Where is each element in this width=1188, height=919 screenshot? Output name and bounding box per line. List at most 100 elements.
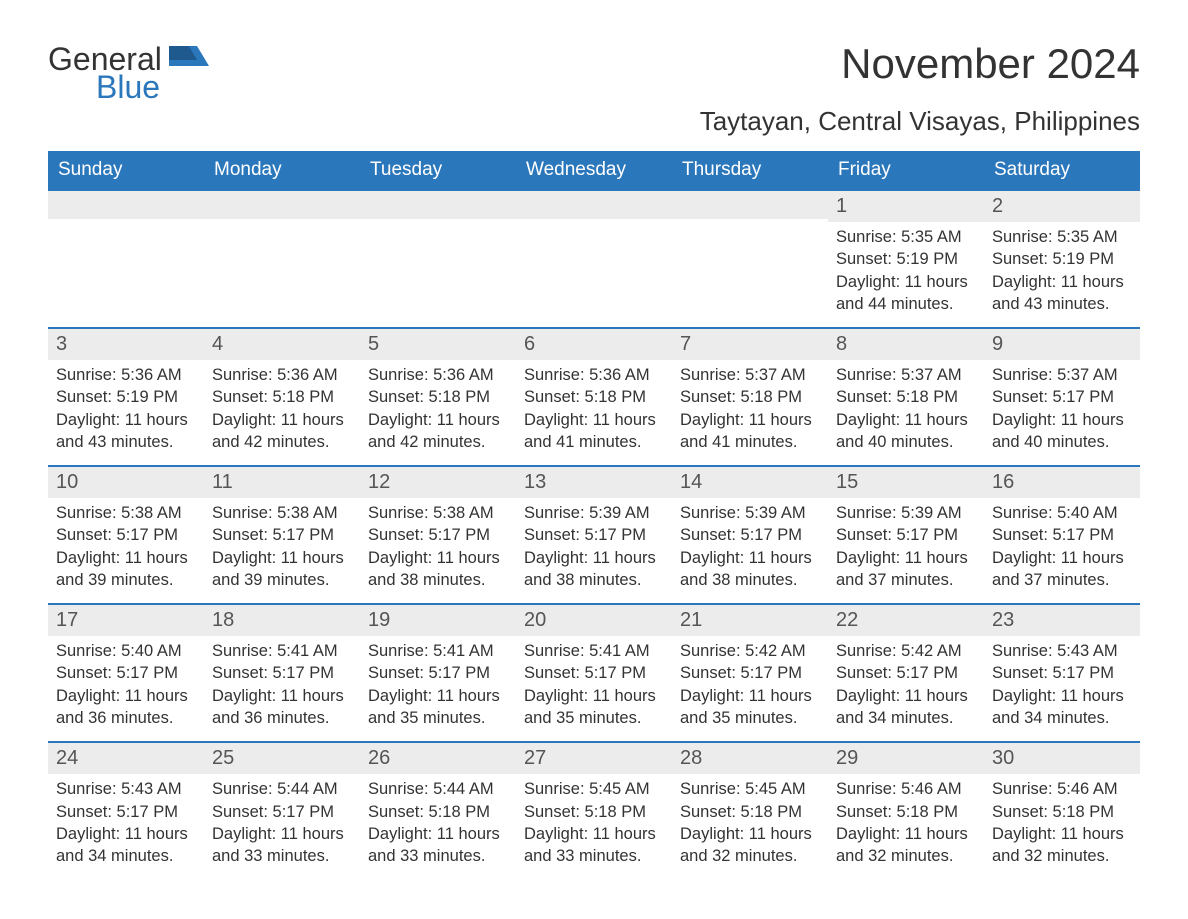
day-cell (204, 189, 360, 327)
sunset-text: Sunset: 5:17 PM (368, 662, 508, 684)
day-body: Sunrise: 5:41 AMSunset: 5:17 PMDaylight:… (516, 636, 672, 741)
day-cell: 30Sunrise: 5:46 AMSunset: 5:18 PMDayligh… (984, 741, 1140, 879)
day-number: 30 (984, 741, 1140, 774)
sunrise-text: Sunrise: 5:46 AM (992, 778, 1132, 800)
sunset-text: Sunset: 5:17 PM (836, 524, 976, 546)
daylight-text: Daylight: 11 hours and 39 minutes. (56, 547, 196, 592)
sunset-text: Sunset: 5:17 PM (56, 524, 196, 546)
sunrise-text: Sunrise: 5:38 AM (56, 502, 196, 524)
daylight-text: Daylight: 11 hours and 42 minutes. (212, 409, 352, 454)
sunset-text: Sunset: 5:17 PM (56, 801, 196, 823)
daylight-text: Daylight: 11 hours and 38 minutes. (524, 547, 664, 592)
day-number: 9 (984, 327, 1140, 360)
sunrise-text: Sunrise: 5:39 AM (680, 502, 820, 524)
day-body: Sunrise: 5:37 AMSunset: 5:18 PMDaylight:… (672, 360, 828, 465)
day-cell: 9Sunrise: 5:37 AMSunset: 5:17 PMDaylight… (984, 327, 1140, 465)
sunset-text: Sunset: 5:17 PM (524, 524, 664, 546)
day-cell: 11Sunrise: 5:38 AMSunset: 5:17 PMDayligh… (204, 465, 360, 603)
daylight-text: Daylight: 11 hours and 34 minutes. (56, 823, 196, 868)
day-cell: 5 Sunrise: 5:36 AMSunset: 5:18 PMDaylight… (360, 327, 516, 465)
daylight-text: Daylight: 11 hours and 34 minutes. (836, 685, 976, 730)
sunset-text: Sunset: 5:17 PM (56, 662, 196, 684)
day-cell (360, 189, 516, 327)
day-body: Sunrise: 5:35 AMSunset: 5:19 PMDaylight:… (828, 222, 984, 327)
sunset-text: Sunset: 5:17 PM (212, 801, 352, 823)
sunrise-text: Sunrise: 5:41 AM (212, 640, 352, 662)
sunrise-text: Sunrise: 5:36 AM (368, 364, 508, 386)
sunrise-text: Sunrise: 5:38 AM (368, 502, 508, 524)
daylight-text: Daylight: 11 hours and 33 minutes. (368, 823, 508, 868)
day-number: 5 (360, 327, 516, 360)
day-number (516, 189, 672, 219)
sunset-text: Sunset: 5:17 PM (368, 524, 508, 546)
day-cell: 20Sunrise: 5:41 AMSunset: 5:17 PMDayligh… (516, 603, 672, 741)
daylight-text: Daylight: 11 hours and 40 minutes. (992, 409, 1132, 454)
daylight-text: Daylight: 11 hours and 42 minutes. (368, 409, 508, 454)
daylight-text: Daylight: 11 hours and 35 minutes. (368, 685, 508, 730)
daylight-text: Daylight: 11 hours and 33 minutes. (212, 823, 352, 868)
sunset-text: Sunset: 5:17 PM (992, 662, 1132, 684)
daylight-text: Daylight: 11 hours and 38 minutes. (680, 547, 820, 592)
day-number: 26 (360, 741, 516, 774)
sunrise-text: Sunrise: 5:42 AM (836, 640, 976, 662)
day-body: Sunrise: 5:39 AMSunset: 5:17 PMDaylight:… (516, 498, 672, 603)
day-body: Sunrise: 5:42 AMSunset: 5:17 PMDaylight:… (672, 636, 828, 741)
day-number: 6 (516, 327, 672, 360)
day-body: Sunrise: 5:41 AMSunset: 5:17 PMDaylight:… (360, 636, 516, 741)
sunrise-text: Sunrise: 5:40 AM (992, 502, 1132, 524)
daylight-text: Daylight: 11 hours and 38 minutes. (368, 547, 508, 592)
day-number: 21 (672, 603, 828, 636)
day-number: 3 (48, 327, 204, 360)
daylight-text: Daylight: 11 hours and 40 minutes. (836, 409, 976, 454)
day-body: Sunrise: 5:43 AMSunset: 5:17 PMDaylight:… (984, 636, 1140, 741)
title-block: November 2024 Taytayan, Central Visayas,… (700, 40, 1140, 137)
day-cell: 17Sunrise: 5:40 AMSunset: 5:17 PMDayligh… (48, 603, 204, 741)
day-cell: 4Sunrise: 5:36 AMSunset: 5:18 PMDaylight… (204, 327, 360, 465)
day-body: Sunrise: 5:36 AMSunset: 5:18 PMDaylight:… (516, 360, 672, 465)
day-header: Sunday (48, 151, 204, 189)
sunrise-text: Sunrise: 5:42 AM (680, 640, 820, 662)
sunset-text: Sunset: 5:18 PM (836, 801, 976, 823)
day-cell: 28Sunrise: 5:45 AMSunset: 5:18 PMDayligh… (672, 741, 828, 879)
daylight-text: Daylight: 11 hours and 39 minutes. (212, 547, 352, 592)
day-number: 16 (984, 465, 1140, 498)
weeks-container: 1Sunrise: 5:35 AMSunset: 5:19 PMDaylight… (48, 189, 1140, 879)
day-cell: 22Sunrise: 5:42 AMSunset: 5:17 PMDayligh… (828, 603, 984, 741)
day-number: 28 (672, 741, 828, 774)
sunrise-text: Sunrise: 5:45 AM (680, 778, 820, 800)
sunrise-text: Sunrise: 5:38 AM (212, 502, 352, 524)
day-number: 27 (516, 741, 672, 774)
sunset-text: Sunset: 5:18 PM (836, 386, 976, 408)
sunset-text: Sunset: 5:18 PM (368, 386, 508, 408)
sunset-text: Sunset: 5:19 PM (992, 248, 1132, 270)
sunset-text: Sunset: 5:17 PM (680, 524, 820, 546)
sunset-text: Sunset: 5:19 PM (836, 248, 976, 270)
day-cell: 25Sunrise: 5:44 AMSunset: 5:17 PMDayligh… (204, 741, 360, 879)
month-title: November 2024 (700, 40, 1140, 88)
daylight-text: Daylight: 11 hours and 33 minutes. (524, 823, 664, 868)
day-body: Sunrise: 5:42 AMSunset: 5:17 PMDaylight:… (828, 636, 984, 741)
day-cell: 24Sunrise: 5:43 AMSunset: 5:17 PMDayligh… (48, 741, 204, 879)
header: General Blue November 2024 Taytayan, Cen… (48, 40, 1140, 137)
day-number: 1 (828, 189, 984, 222)
day-body: Sunrise: 5:36 AMSunset: 5:19 PMDaylight:… (48, 360, 204, 465)
sunrise-text: Sunrise: 5:44 AM (368, 778, 508, 800)
sunset-text: Sunset: 5:19 PM (56, 386, 196, 408)
day-cell: 8Sunrise: 5:37 AMSunset: 5:18 PMDaylight… (828, 327, 984, 465)
location: Taytayan, Central Visayas, Philippines (700, 106, 1140, 137)
day-cell: 18Sunrise: 5:41 AMSunset: 5:17 PMDayligh… (204, 603, 360, 741)
day-cell: 1Sunrise: 5:35 AMSunset: 5:19 PMDaylight… (828, 189, 984, 327)
sunset-text: Sunset: 5:18 PM (680, 386, 820, 408)
sunrise-text: Sunrise: 5:35 AM (992, 226, 1132, 248)
sunrise-text: Sunrise: 5:35 AM (836, 226, 976, 248)
day-cell: 15Sunrise: 5:39 AMSunset: 5:17 PMDayligh… (828, 465, 984, 603)
sunset-text: Sunset: 5:17 PM (992, 386, 1132, 408)
day-number (672, 189, 828, 219)
sunrise-text: Sunrise: 5:41 AM (524, 640, 664, 662)
day-number (204, 189, 360, 219)
daylight-text: Daylight: 11 hours and 37 minutes. (836, 547, 976, 592)
day-body: Sunrise: 5:41 AMSunset: 5:17 PMDaylight:… (204, 636, 360, 741)
daylight-text: Daylight: 11 hours and 34 minutes. (992, 685, 1132, 730)
day-number: 10 (48, 465, 204, 498)
day-body: Sunrise: 5:40 AMSunset: 5:17 PMDaylight:… (984, 498, 1140, 603)
